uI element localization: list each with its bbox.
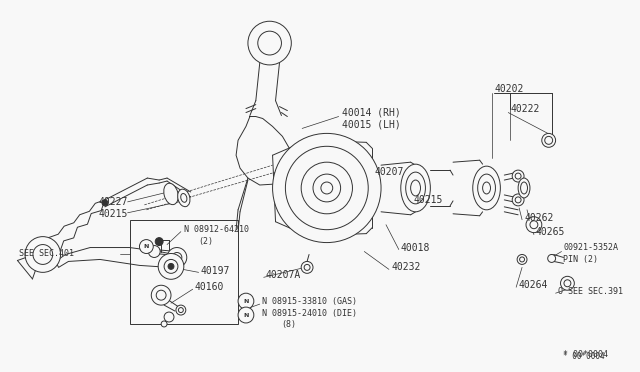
- Ellipse shape: [473, 166, 500, 210]
- Text: 40262: 40262: [524, 213, 554, 223]
- Text: N 08912-64210: N 08912-64210: [184, 225, 249, 234]
- Ellipse shape: [406, 172, 426, 204]
- Text: 40227: 40227: [98, 197, 127, 207]
- Text: 40015 (LH): 40015 (LH): [342, 119, 401, 129]
- Text: O SEE SEC.391: O SEE SEC.391: [557, 287, 623, 296]
- Ellipse shape: [520, 182, 527, 194]
- Circle shape: [512, 170, 524, 182]
- Text: 40018: 40018: [401, 243, 430, 253]
- Circle shape: [25, 237, 61, 272]
- Circle shape: [530, 221, 538, 229]
- Text: * 00*0004: * 00*0004: [563, 352, 605, 361]
- Ellipse shape: [164, 183, 178, 205]
- Text: (8): (8): [282, 320, 296, 330]
- Text: * 00*0004: * 00*0004: [563, 350, 609, 359]
- Circle shape: [304, 264, 310, 270]
- Text: N: N: [243, 312, 248, 318]
- Circle shape: [164, 259, 178, 273]
- Circle shape: [167, 247, 187, 267]
- Circle shape: [561, 276, 574, 290]
- Circle shape: [148, 246, 160, 257]
- Circle shape: [321, 182, 333, 194]
- Circle shape: [512, 194, 524, 206]
- Circle shape: [151, 285, 171, 305]
- Circle shape: [258, 31, 282, 55]
- Circle shape: [156, 238, 163, 246]
- Ellipse shape: [518, 178, 530, 198]
- Text: N 08915-33810 (GAS): N 08915-33810 (GAS): [262, 296, 356, 306]
- Circle shape: [520, 257, 525, 262]
- Circle shape: [179, 308, 183, 312]
- Circle shape: [33, 244, 52, 264]
- Ellipse shape: [411, 180, 420, 196]
- Circle shape: [545, 137, 552, 144]
- Text: 40222: 40222: [510, 103, 540, 113]
- Circle shape: [301, 262, 313, 273]
- Circle shape: [140, 240, 153, 253]
- Text: 40215: 40215: [413, 195, 443, 205]
- Text: 40215: 40215: [98, 209, 127, 219]
- Circle shape: [248, 21, 291, 65]
- Text: 40202: 40202: [495, 84, 524, 94]
- Circle shape: [172, 253, 182, 262]
- Text: N: N: [143, 244, 149, 249]
- Circle shape: [102, 200, 108, 206]
- Ellipse shape: [477, 174, 495, 202]
- Circle shape: [515, 197, 521, 203]
- Bar: [129, 220, 238, 324]
- Ellipse shape: [401, 164, 430, 212]
- Circle shape: [285, 146, 368, 230]
- Circle shape: [273, 134, 381, 243]
- Text: N: N: [243, 299, 248, 304]
- Text: 40014 (RH): 40014 (RH): [342, 108, 401, 118]
- Circle shape: [548, 254, 556, 262]
- Ellipse shape: [178, 189, 190, 207]
- Circle shape: [517, 254, 527, 264]
- Circle shape: [161, 321, 167, 327]
- Ellipse shape: [180, 193, 187, 202]
- Circle shape: [238, 293, 254, 309]
- Circle shape: [564, 280, 571, 287]
- Text: 40197: 40197: [200, 266, 230, 276]
- Text: 40265: 40265: [536, 227, 565, 237]
- Circle shape: [313, 174, 340, 202]
- Circle shape: [176, 305, 186, 315]
- Text: PIN (2): PIN (2): [563, 255, 598, 264]
- Text: 40232: 40232: [392, 262, 421, 272]
- Text: 40207: 40207: [374, 167, 404, 177]
- Text: 40264: 40264: [518, 280, 547, 290]
- Circle shape: [158, 253, 184, 279]
- Text: 40160: 40160: [195, 282, 224, 292]
- Circle shape: [156, 290, 166, 300]
- Text: N 08915-24010 (DIE): N 08915-24010 (DIE): [262, 308, 356, 318]
- Text: 40207A: 40207A: [266, 270, 301, 280]
- Text: (2): (2): [198, 237, 214, 246]
- Circle shape: [168, 263, 174, 269]
- Text: 00921-5352A: 00921-5352A: [563, 243, 618, 252]
- Ellipse shape: [483, 182, 490, 194]
- Text: SEE SEC.401: SEE SEC.401: [19, 249, 74, 258]
- Circle shape: [164, 312, 174, 322]
- Circle shape: [515, 173, 521, 179]
- Circle shape: [526, 217, 542, 232]
- Circle shape: [238, 307, 254, 323]
- Circle shape: [542, 134, 556, 147]
- Circle shape: [301, 162, 353, 214]
